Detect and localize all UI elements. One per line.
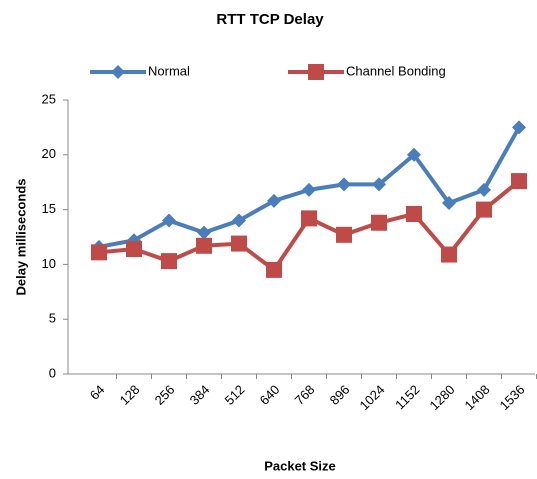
y-axis-title: Delay milliseconds (13, 178, 28, 295)
y-tick-label: 5 (49, 311, 56, 326)
diamond-marker (197, 225, 211, 240)
x-tick-label: 1024 (356, 382, 387, 413)
diamond-marker (162, 213, 176, 228)
x-tick-label: 512 (222, 382, 248, 408)
square-marker (161, 253, 177, 270)
x-tick-label: 1408 (461, 382, 492, 413)
square-marker (371, 214, 387, 231)
x-tick-label: 384 (187, 382, 213, 408)
diamond-marker (267, 193, 281, 208)
x-axis-title: Packet Size (264, 458, 336, 473)
diamond-marker (512, 120, 526, 135)
diamond-marker (442, 196, 456, 211)
x-tick-label: 1536 (496, 382, 527, 413)
legend-label: Channel Bonding (346, 63, 446, 78)
square-marker (231, 235, 247, 252)
square-marker (301, 210, 317, 227)
x-tick-label: 1152 (392, 382, 422, 412)
x-tick-label: 768 (292, 382, 318, 408)
diamond-marker (407, 147, 421, 162)
y-tick-label: 15 (42, 201, 56, 216)
diamond-marker (372, 177, 386, 192)
x-tick-label: 896 (327, 382, 353, 408)
diamond-marker (232, 213, 246, 228)
y-tick-label: 25 (42, 91, 56, 106)
y-tick-label: 20 (42, 146, 56, 161)
square-marker (441, 246, 457, 263)
diamond-marker (111, 65, 125, 79)
x-tick-label: 640 (257, 382, 283, 408)
x-tick-label: 256 (152, 382, 178, 408)
x-tick-label: 128 (117, 382, 143, 408)
square-marker (336, 226, 352, 243)
x-tick-label: 64 (87, 382, 108, 403)
chart-title: RTT TCP Delay (216, 11, 324, 28)
diamond-marker (477, 182, 491, 197)
legend-label: Normal (148, 63, 190, 78)
x-tick-label: 1280 (426, 382, 457, 413)
y-tick-label: 0 (49, 365, 56, 380)
square-marker (91, 244, 107, 261)
square-marker (406, 205, 422, 222)
square-marker (308, 64, 324, 80)
square-marker (266, 261, 282, 278)
square-marker (196, 237, 212, 254)
square-marker (511, 173, 527, 190)
y-tick-label: 10 (42, 256, 56, 271)
square-marker (126, 241, 142, 258)
diamond-marker (302, 182, 316, 197)
square-marker (476, 201, 492, 218)
diamond-marker (337, 177, 351, 192)
